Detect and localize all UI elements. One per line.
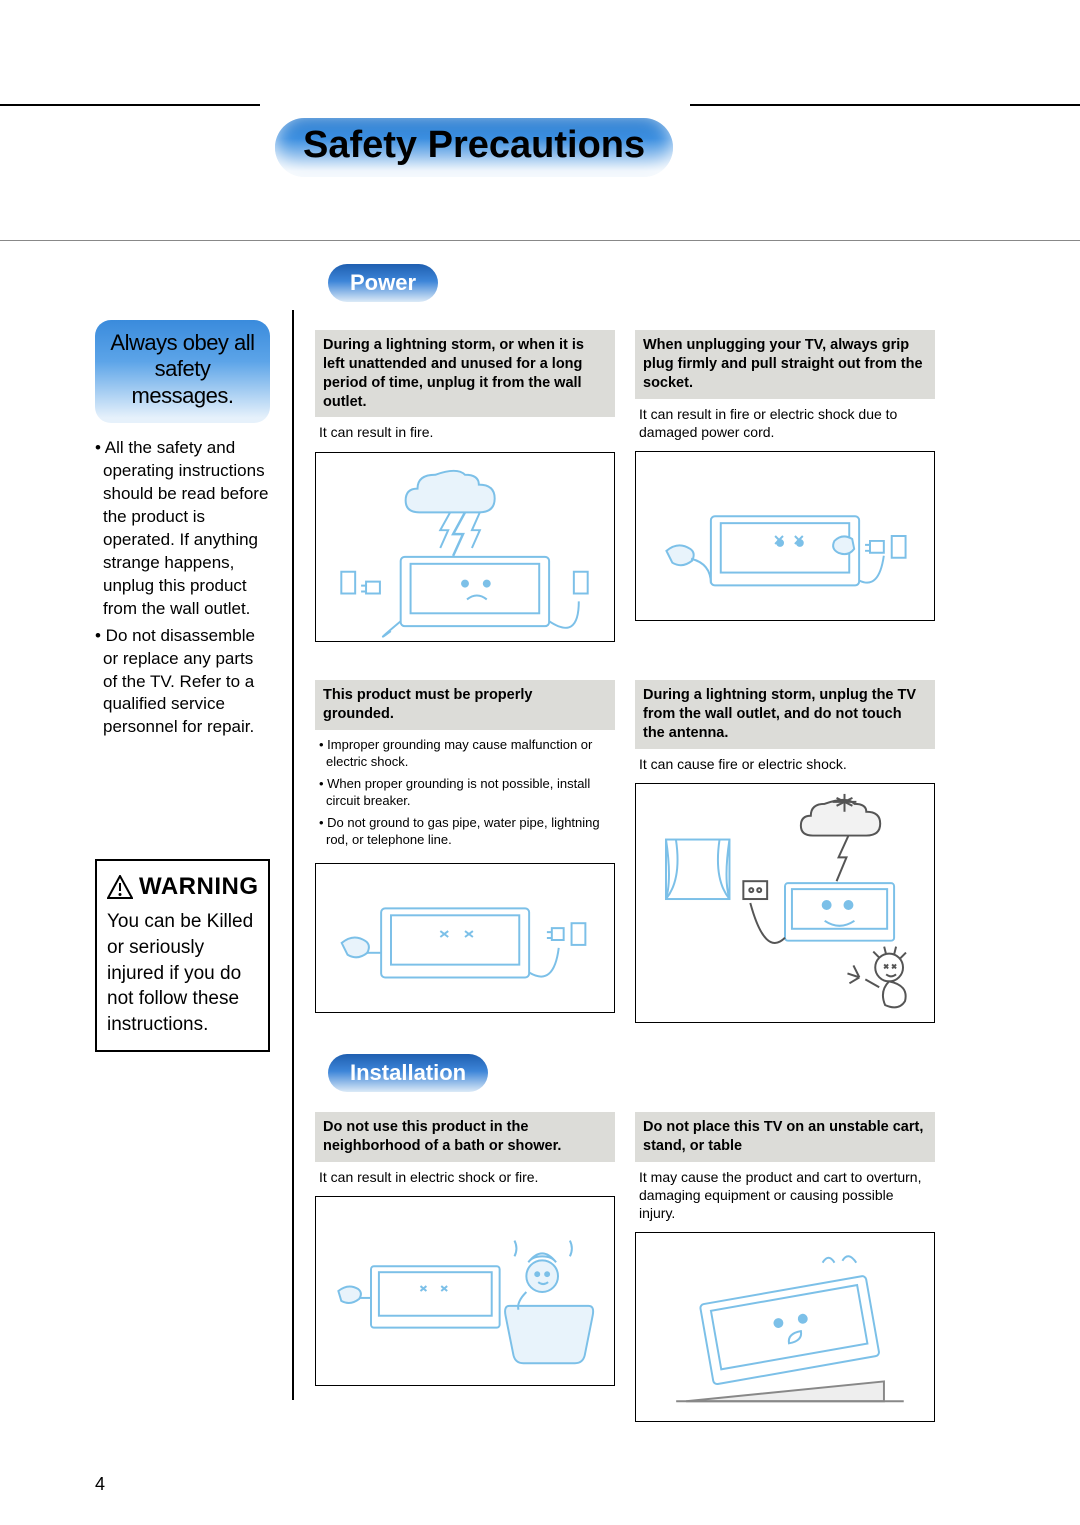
card-head: Do not place this TV on an unstable cart…	[635, 1112, 935, 1162]
card-install-unstable: Do not place this TV on an unstable cart…	[635, 1112, 935, 1427]
card-head: When unplugging your TV, always grip plu…	[635, 330, 935, 399]
card-list: • Improper grounding may cause malfuncti…	[315, 730, 615, 849]
illus-unstable	[635, 1232, 935, 1422]
sidebar-note-1: • All the safety and operating instructi…	[95, 437, 270, 621]
page-number: 4	[95, 1474, 105, 1495]
card-sub: It can cause fire or electric shock.	[635, 749, 935, 773]
header-line-2	[690, 104, 1080, 106]
warning-icon	[107, 875, 133, 899]
warning-label: WARNING	[139, 873, 259, 901]
card-head: During a lightning storm, or when it is …	[315, 330, 615, 417]
obey-text: Always obey all safety messages.	[103, 330, 262, 409]
illus-grounded	[315, 863, 615, 1013]
illus-lightning-antenna	[635, 783, 935, 1023]
card-head: Do not use this product in the neighborh…	[315, 1112, 615, 1162]
card-power-grip-plug: When unplugging your TV, always grip plu…	[635, 330, 935, 626]
warning-box: WARNING You can be Killed or seriously i…	[95, 859, 270, 1051]
page-title-pill: Safety Precautions	[275, 118, 673, 177]
card-power-grounded: This product must be properly grounded. …	[315, 680, 615, 1018]
card-head: This product must be properly grounded.	[315, 680, 615, 730]
section-power-label: Power	[350, 270, 416, 295]
section-installation-pill: Installation	[328, 1054, 488, 1092]
warning-text: You can be Killed or seriously injured i…	[107, 909, 258, 1037]
warning-label-row: WARNING	[107, 873, 258, 901]
card-sub: It may cause the product and cart to ove…	[635, 1162, 935, 1223]
card-list-item: • Do not ground to gas pipe, water pipe,…	[319, 814, 611, 849]
illus-grip-plug	[635, 451, 935, 621]
sidebar-note-2: • Do not disassemble or replace any part…	[95, 625, 270, 740]
card-power-lightning-antenna: During a lightning storm, unplug the TV …	[635, 680, 935, 1028]
card-sub: It can result in electric shock or fire.	[315, 1162, 615, 1186]
section-installation-label: Installation	[350, 1060, 466, 1085]
header-line-3	[0, 240, 1080, 241]
illus-bath	[315, 1196, 615, 1386]
sidebar-notes: • All the safety and operating instructi…	[95, 437, 270, 739]
card-head: During a lightning storm, unplug the TV …	[635, 680, 935, 749]
obey-pill: Always obey all safety messages.	[95, 320, 270, 423]
card-power-lightning-unplug: During a lightning storm, or when it is …	[315, 330, 615, 647]
header-line-1	[0, 104, 260, 106]
sidebar: Always obey all safety messages. • All t…	[95, 320, 270, 1052]
card-install-bath: Do not use this product in the neighborh…	[315, 1112, 615, 1391]
card-list-item: • When proper grounding is not possible,…	[319, 775, 611, 810]
page-title: Safety Precautions	[303, 124, 645, 166]
section-power-pill: Power	[328, 264, 438, 302]
vertical-divider	[292, 310, 294, 1400]
card-sub: It can result in fire or electric shock …	[635, 399, 935, 441]
card-sub: It can result in fire.	[315, 417, 615, 441]
illus-lightning-unplug	[315, 452, 615, 642]
card-list-item: • Improper grounding may cause malfuncti…	[319, 736, 611, 771]
